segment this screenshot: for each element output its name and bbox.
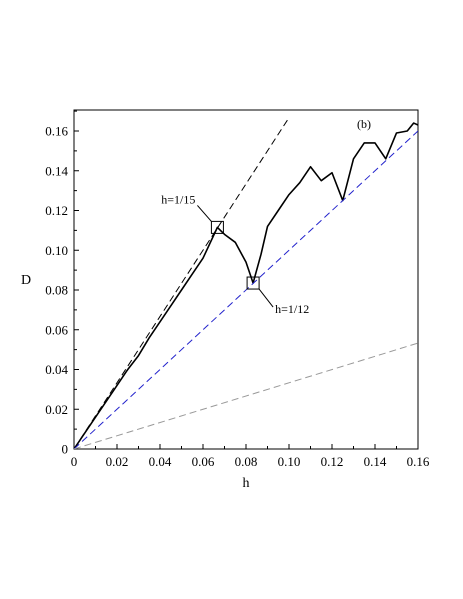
y-tick-label: 0.08 bbox=[45, 283, 68, 298]
annotation-leader bbox=[197, 205, 212, 222]
dashed-line-black bbox=[74, 117, 290, 449]
y-tick-label: 0.16 bbox=[45, 124, 68, 139]
x-tick-label: 0.04 bbox=[149, 454, 172, 469]
x-axis-title: h bbox=[243, 476, 250, 491]
ticks: 0 0.02 0.04 0.06 0.08 0.10 0.12 0.14 0.16 0 0.02 0.… bbox=[45, 110, 430, 469]
y-tick-label: 0.02 bbox=[45, 402, 68, 417]
x-tick-label: 0.08 bbox=[235, 454, 258, 469]
data-curve bbox=[74, 122, 418, 449]
annotation-leader bbox=[258, 288, 274, 308]
y-axis-title: D bbox=[21, 273, 31, 288]
panel-label: (b) bbox=[357, 117, 371, 131]
y-tick-label: 0.12 bbox=[45, 203, 68, 218]
y-tick-label: 0.06 bbox=[45, 322, 68, 337]
y-tick-label: 0.14 bbox=[45, 163, 68, 178]
dashed-line-blue bbox=[74, 130, 418, 449]
annotation-label: h=1/12 bbox=[275, 302, 309, 316]
annotation-label: h=1/15 bbox=[161, 192, 195, 206]
plot-frame bbox=[73, 109, 419, 450]
x-tick-label: 0.06 bbox=[192, 454, 215, 469]
x-tick-label: 0.02 bbox=[106, 454, 129, 469]
x-tick-label: 0.16 bbox=[407, 454, 430, 469]
y-tick-label: 0.04 bbox=[45, 362, 68, 377]
x-tick-label: 0.14 bbox=[364, 454, 387, 469]
annotation-box bbox=[246, 276, 260, 290]
dashed-line-gray bbox=[74, 342, 418, 449]
x-tick-label: 0.10 bbox=[278, 454, 301, 469]
series bbox=[74, 117, 418, 449]
annotation-box bbox=[210, 220, 224, 234]
y-tick-label: 0.10 bbox=[45, 243, 68, 258]
y-tick-label: 0 bbox=[62, 442, 69, 457]
x-tick-label: 0 bbox=[71, 454, 78, 469]
annotations: h=1/15 h=1/12 bbox=[161, 192, 309, 316]
x-tick-label: 0.12 bbox=[321, 454, 344, 469]
